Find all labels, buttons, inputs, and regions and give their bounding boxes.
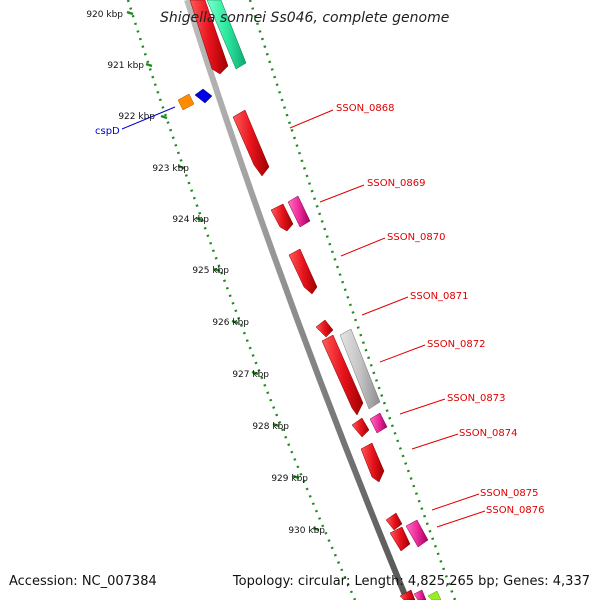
gene-arrow-red bbox=[232, 109, 270, 177]
kbp-label: 922 kbp bbox=[118, 112, 155, 122]
gene-arrow-grey bbox=[339, 328, 381, 410]
gene-label-sson-0870: SSON_0870 bbox=[387, 232, 446, 243]
gene-arrow-pink bbox=[369, 412, 388, 434]
gene-arrow-red bbox=[360, 442, 385, 483]
kbp-label: 930 kbp bbox=[288, 526, 325, 536]
gene-label-cspd: cspD bbox=[95, 126, 120, 137]
kbp-label: 927 kbp bbox=[232, 370, 269, 380]
kbp-label: 928 kbp bbox=[252, 422, 289, 432]
gene-label-sson-0868: SSON_0868 bbox=[336, 103, 395, 114]
gene-arrow-red bbox=[351, 417, 370, 438]
gene-arrow-red bbox=[321, 334, 364, 416]
gene-arrow-red bbox=[399, 589, 416, 600]
gene-label-sson-0869: SSON_0869 bbox=[367, 178, 426, 189]
genome-backbone bbox=[184, 0, 410, 600]
gene-arrow-orange bbox=[177, 93, 195, 111]
gene-label-sson-0871: SSON_0871 bbox=[410, 291, 469, 302]
accession-text: Accession: NC_007384 bbox=[9, 574, 157, 589]
gene-features bbox=[177, 0, 442, 600]
gene-arrow-red bbox=[315, 319, 334, 338]
kbp-label: 924 kbp bbox=[172, 215, 209, 225]
label-leader-cspd bbox=[121, 106, 176, 130]
label-leaders-red bbox=[289, 109, 486, 528]
kbp-label: 929 kbp bbox=[271, 474, 308, 484]
gene-labels: SSON_0868 SSON_0869 SSON_0870 SSON_0871 … bbox=[336, 103, 545, 516]
kbp-label: 926 kbp bbox=[212, 318, 249, 328]
gene-arrow-red bbox=[189, 0, 229, 75]
gene-arrow-red bbox=[270, 203, 294, 232]
gene-arrow-lime bbox=[427, 590, 442, 600]
gene-arrow-teal bbox=[206, 0, 247, 70]
kbp-ticks bbox=[126, 10, 320, 532]
gene-arrow-pink bbox=[287, 195, 311, 228]
outer-track-right bbox=[248, 0, 457, 600]
gene-label-sson-0873: SSON_0873 bbox=[447, 393, 506, 404]
inner-track-left bbox=[126, 0, 357, 600]
kbp-labels: 920 kbp 921 kbp 922 kbp 923 kbp 924 kbp … bbox=[86, 10, 325, 536]
gene-label-sson-0874: SSON_0874 bbox=[459, 428, 518, 439]
gene-label-sson-0875: SSON_0875 bbox=[480, 488, 539, 499]
gene-arrow-red bbox=[385, 512, 403, 531]
gene-label-sson-0872: SSON_0872 bbox=[427, 339, 486, 350]
gene-arrow-red bbox=[389, 526, 411, 552]
gene-label-sson-0876: SSON_0876 bbox=[486, 505, 545, 516]
gene-arrow-blue bbox=[194, 88, 213, 104]
kbp-label: 923 kbp bbox=[152, 164, 189, 174]
kbp-label: 921 kbp bbox=[107, 61, 144, 71]
gene-arrow-red bbox=[288, 248, 318, 295]
kbp-label: 920 kbp bbox=[86, 10, 123, 20]
map-title: Shigella sonnei Ss046, complete genome bbox=[160, 10, 449, 26]
topology-text: Topology: circular; Length: 4,825,265 bp… bbox=[232, 574, 590, 589]
kbp-label: 925 kbp bbox=[192, 266, 229, 276]
gene-arrow-pink bbox=[413, 589, 427, 600]
gene-arrow-pink bbox=[405, 519, 429, 548]
